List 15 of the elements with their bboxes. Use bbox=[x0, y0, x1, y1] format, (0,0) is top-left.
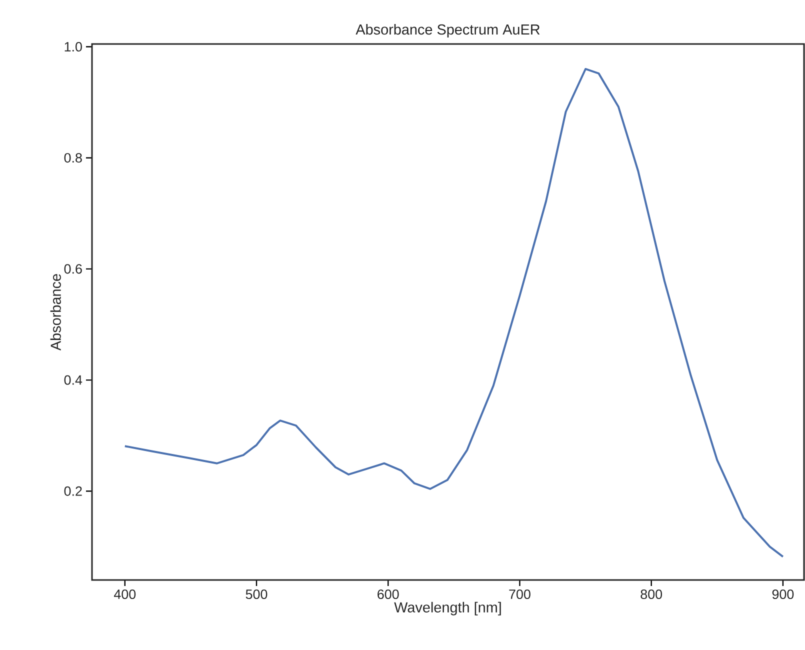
y-tick-label: 0.6 bbox=[64, 264, 82, 274]
y-tick-label: 0.8 bbox=[64, 153, 82, 163]
x-tick-label: 500 bbox=[246, 590, 268, 600]
x-tick-label: 700 bbox=[509, 590, 530, 600]
y-tick-label: 1.0 bbox=[64, 42, 82, 52]
y-tick-label: 0.4 bbox=[64, 375, 82, 385]
x-tick-label: 900 bbox=[772, 590, 794, 600]
y-tick-label: 0.2 bbox=[64, 486, 82, 496]
x-axis-title: Wavelength [nm] bbox=[394, 602, 501, 616]
x-tick-label: 400 bbox=[114, 590, 136, 600]
chart-title: Absorbance Spectrum AuER bbox=[356, 24, 540, 38]
y-axis-title: Absorbance bbox=[50, 274, 61, 351]
x-tick-label: 800 bbox=[640, 590, 662, 600]
line-series bbox=[124, 68, 784, 558]
x-tick-label: 600 bbox=[378, 590, 399, 600]
